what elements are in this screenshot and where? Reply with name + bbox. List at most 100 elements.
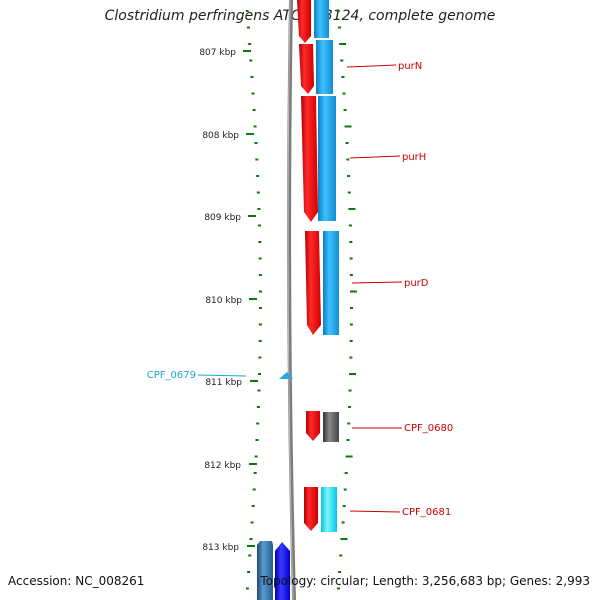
feature-block-CPF_0680[interactable] [323,412,339,442]
minor-tick-left [252,109,256,111]
minor-tick-right [344,472,348,474]
feature-block-forward[interactable] [314,0,329,38]
minor-tick-right [342,505,346,507]
minor-tick-left [253,472,257,474]
minor-tick-left [256,422,260,425]
minor-tick-left [245,587,249,590]
minor-tick-left [248,554,252,557]
gene-label-connectors [197,64,403,513]
minor-tick-left [256,175,260,177]
minor-tick-left [258,356,262,359]
minor-tick-right [349,274,353,276]
minor-tick-left [255,158,259,161]
kbp-label-807: 807 kbp [199,48,236,58]
minor-tick-left [249,59,253,62]
gene-label-CPF_0679[interactable]: CPF_0679 [147,370,196,381]
genome-backbone [287,0,296,600]
connector-purN [346,64,397,68]
kbp-label-810: 810 kbp [205,296,242,306]
minor-tick-right [349,307,353,309]
minor-tick-right [349,290,357,293]
kbp-label-808: 808 kbp [202,131,239,141]
minor-tick-left [256,191,260,194]
tick-marks [245,10,357,590]
minor-tick-left [258,241,262,243]
minor-tick-left [250,76,254,78]
feature-block-purD[interactable] [323,231,339,335]
minor-tick-right [339,554,343,557]
minor-tick-left [251,92,255,95]
minor-tick-left [247,571,251,573]
cds-feature-reverse-1[interactable] [257,541,273,600]
minor-tick-right [349,323,353,326]
minor-tick-left [258,307,262,309]
minor-tick-right [341,76,345,78]
minor-tick-left [258,257,262,260]
minor-tick-right [347,191,351,194]
cds-feature-purN[interactable] [299,44,314,94]
minor-tick-right [343,488,347,491]
cds-feature-forward[interactable] [297,0,311,43]
minor-tick-left [258,340,262,342]
minor-tick-left [250,521,254,524]
forward-cds-track[interactable] [297,0,321,531]
minor-tick-right [349,340,353,342]
minor-tick-left [258,274,262,276]
minor-tick-right [347,175,351,177]
minor-tick-left [258,290,262,293]
gene-label-CPF_0681[interactable]: CPF_0681 [402,507,451,518]
minor-tick-left [258,323,262,326]
cds-feature-CPF_0681[interactable] [304,487,318,531]
minor-tick-right [340,538,348,540]
cds-feature-purH[interactable] [301,96,318,222]
minor-tick-right [344,125,352,128]
minor-tick-right [348,373,356,375]
minor-tick-right [347,422,351,425]
feature-block-purN[interactable] [316,40,333,94]
connector-purH [349,155,401,159]
minor-tick-left [257,389,261,392]
minor-tick-right [336,10,340,12]
accession-text: Accession: NC_008261 [8,574,145,588]
kbp-label-812: 812 kbp [204,461,241,471]
cds-feature-CPF_0680[interactable] [306,411,320,441]
forward-feature-track[interactable] [314,0,339,532]
minor-tick-right [346,439,350,441]
minor-tick-left [257,373,261,375]
gene-label-purD[interactable]: purD [404,278,429,289]
minor-tick-right [348,224,352,227]
minor-tick-left [254,142,258,144]
minor-tick-right [348,389,352,392]
kbp-label-809: 809 kbp [204,213,241,223]
minor-tick-left [253,125,257,128]
cds-feature-CPF_0679[interactable] [279,372,293,379]
connector-CPF_0681 [349,510,401,513]
minor-tick-right [349,241,353,243]
minor-tick-left [252,488,256,491]
minor-tick-left [255,439,259,441]
cds-feature-reverse-2[interactable] [275,542,290,600]
minor-tick-right [349,356,353,359]
feature-block-CPF_0681[interactable] [321,487,337,532]
gene-label-CPF_0680[interactable]: CPF_0680 [404,423,453,434]
minor-tick-left [245,10,249,12]
gene-label-purN[interactable]: purN [398,61,422,72]
minor-tick-right [336,587,340,590]
feature-block-purH[interactable] [318,96,336,221]
minor-tick-right [348,208,356,210]
kbp-label-813: 813 kbp [202,543,239,553]
genome-backbone-highlight [287,0,294,600]
minor-tick-right [343,109,347,111]
minor-tick-right [349,257,353,260]
minor-tick-right [342,92,346,95]
gene-label-purH[interactable]: purH [402,152,426,163]
gene-labels[interactable]: purN purH purD CPF_0680 CPF_0681 CPF_067… [147,61,453,518]
reverse-cds-track[interactable] [257,372,293,600]
minor-tick-right [341,521,345,524]
minor-tick-left [257,224,261,227]
minor-tick-left [248,43,252,45]
topology-text: Topology: circular; Length: 3,256,683 bp… [260,574,590,588]
minor-tick-left [256,406,260,408]
cds-feature-purD[interactable] [305,231,321,335]
